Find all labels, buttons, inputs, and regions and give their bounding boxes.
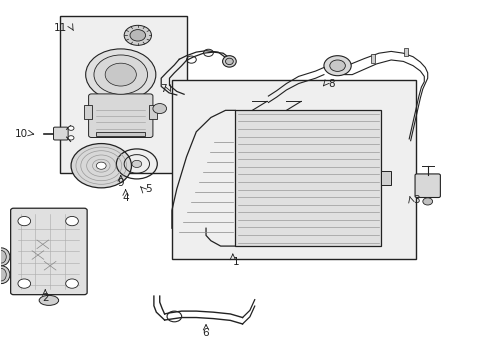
Bar [149, 105, 157, 119]
Bar [84, 105, 92, 119]
Circle shape [132, 160, 142, 167]
Ellipse shape [0, 251, 6, 263]
Bar [404, 48, 408, 57]
FancyBboxPatch shape [89, 94, 153, 138]
Circle shape [18, 279, 30, 288]
FancyBboxPatch shape [11, 208, 87, 295]
Text: 4: 4 [122, 193, 129, 203]
Circle shape [330, 60, 345, 71]
Bar [371, 54, 374, 63]
Bar [60, 16, 187, 173]
Circle shape [66, 279, 78, 288]
Circle shape [66, 216, 78, 226]
Ellipse shape [0, 266, 10, 284]
Text: 1: 1 [233, 257, 240, 267]
Bar [235, 111, 381, 246]
Circle shape [124, 25, 151, 45]
Text: 10: 10 [15, 129, 28, 139]
Text: 8: 8 [328, 78, 335, 89]
Ellipse shape [39, 296, 59, 305]
Ellipse shape [225, 58, 233, 64]
Ellipse shape [0, 269, 6, 281]
Circle shape [423, 198, 433, 205]
Text: 5: 5 [145, 184, 152, 194]
Ellipse shape [0, 248, 10, 266]
Bar [97, 132, 145, 136]
Text: 2: 2 [42, 293, 49, 302]
Text: 9: 9 [118, 178, 124, 188]
Circle shape [105, 63, 136, 86]
Text: 7: 7 [160, 84, 167, 94]
Circle shape [94, 55, 147, 94]
Circle shape [153, 104, 167, 113]
Circle shape [71, 144, 131, 188]
Text: 11: 11 [54, 23, 67, 33]
Ellipse shape [222, 56, 236, 67]
Circle shape [18, 216, 30, 226]
Text: 3: 3 [413, 195, 420, 204]
FancyBboxPatch shape [415, 174, 441, 198]
Bar [172, 80, 416, 258]
Circle shape [68, 136, 74, 140]
Text: 6: 6 [203, 328, 209, 338]
Circle shape [68, 126, 74, 130]
Circle shape [86, 49, 156, 100]
FancyBboxPatch shape [53, 127, 68, 140]
Circle shape [97, 162, 106, 169]
Circle shape [130, 30, 146, 41]
Bar [381, 171, 391, 185]
Circle shape [324, 56, 351, 76]
